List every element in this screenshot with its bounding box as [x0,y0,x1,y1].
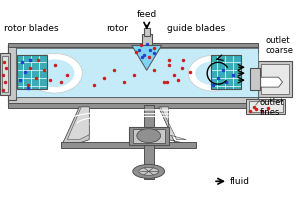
Bar [258,61,292,97]
Bar [2,56,8,92]
Ellipse shape [27,53,82,93]
Bar [142,34,152,45]
Polygon shape [68,107,89,140]
Ellipse shape [188,55,238,91]
Bar [17,55,46,89]
Bar [16,48,258,97]
Text: feed: feed [136,10,157,19]
Bar [8,97,258,105]
Polygon shape [159,107,190,145]
Ellipse shape [139,167,159,175]
Bar [16,48,258,97]
Bar [211,55,241,89]
Polygon shape [132,45,162,70]
Bar [144,105,154,179]
Bar [133,129,165,143]
Polygon shape [160,107,186,140]
Ellipse shape [35,59,74,87]
Ellipse shape [195,61,231,85]
Ellipse shape [133,164,165,178]
Polygon shape [61,107,89,145]
Bar [8,45,16,100]
Bar [144,28,150,36]
Bar [250,68,260,90]
Bar [61,142,196,148]
Bar [8,45,258,53]
Text: outlet
coarse: outlet coarse [266,36,294,55]
Bar [261,64,290,94]
Text: rotor: rotor [106,24,128,33]
Ellipse shape [137,129,160,143]
Bar [8,43,258,47]
Bar [0,53,10,95]
Text: fluid: fluid [230,177,250,186]
Bar [129,127,169,145]
Text: outlet
fines: outlet fines [260,98,284,117]
Text: rotor blades: rotor blades [4,24,58,33]
Bar [8,103,258,108]
Polygon shape [261,77,283,87]
Bar [249,101,283,112]
Text: guide blades: guide blades [167,24,225,33]
Bar [246,99,286,114]
